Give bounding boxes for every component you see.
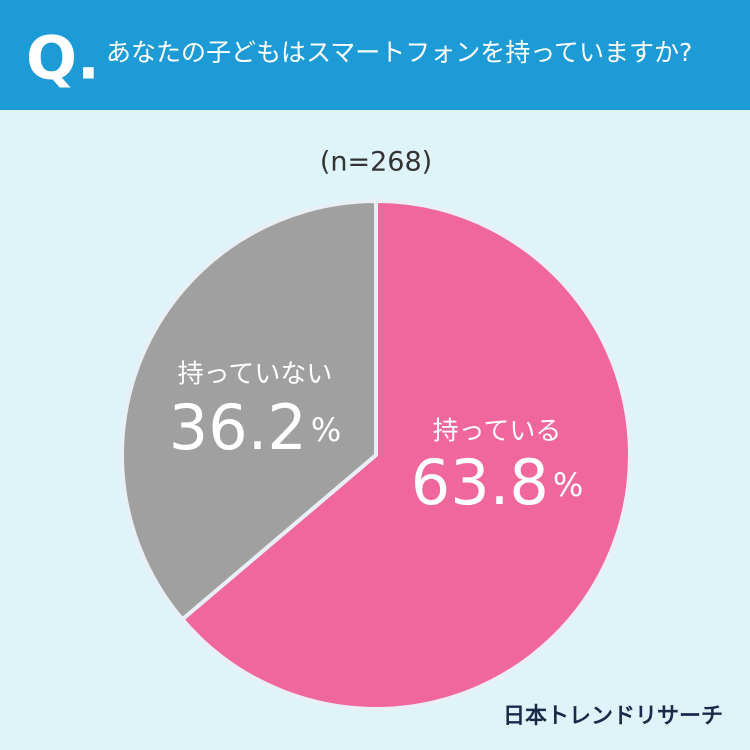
- value-unit: %: [311, 411, 341, 449]
- value-number: 36.2: [169, 391, 307, 464]
- source: 日本トレンドリサーチ: [503, 704, 723, 729]
- subtitle: (n=268): [320, 147, 432, 178]
- header: [0, 0, 750, 110]
- slice-value: 63.8%: [411, 446, 583, 519]
- question-marker: Q.: [26, 24, 100, 94]
- slice-label: 持っている: [433, 417, 562, 447]
- chart-title: あなたの子どもはスマートフォンを持っていますか?: [106, 38, 692, 67]
- value-number: 63.8: [411, 446, 549, 519]
- slice-label: 持っていない: [178, 360, 333, 390]
- pie-slice: [120, 198, 378, 623]
- pie-slice: [179, 198, 632, 711]
- slice-value: 36.2%: [169, 391, 341, 464]
- value-unit: %: [553, 466, 583, 504]
